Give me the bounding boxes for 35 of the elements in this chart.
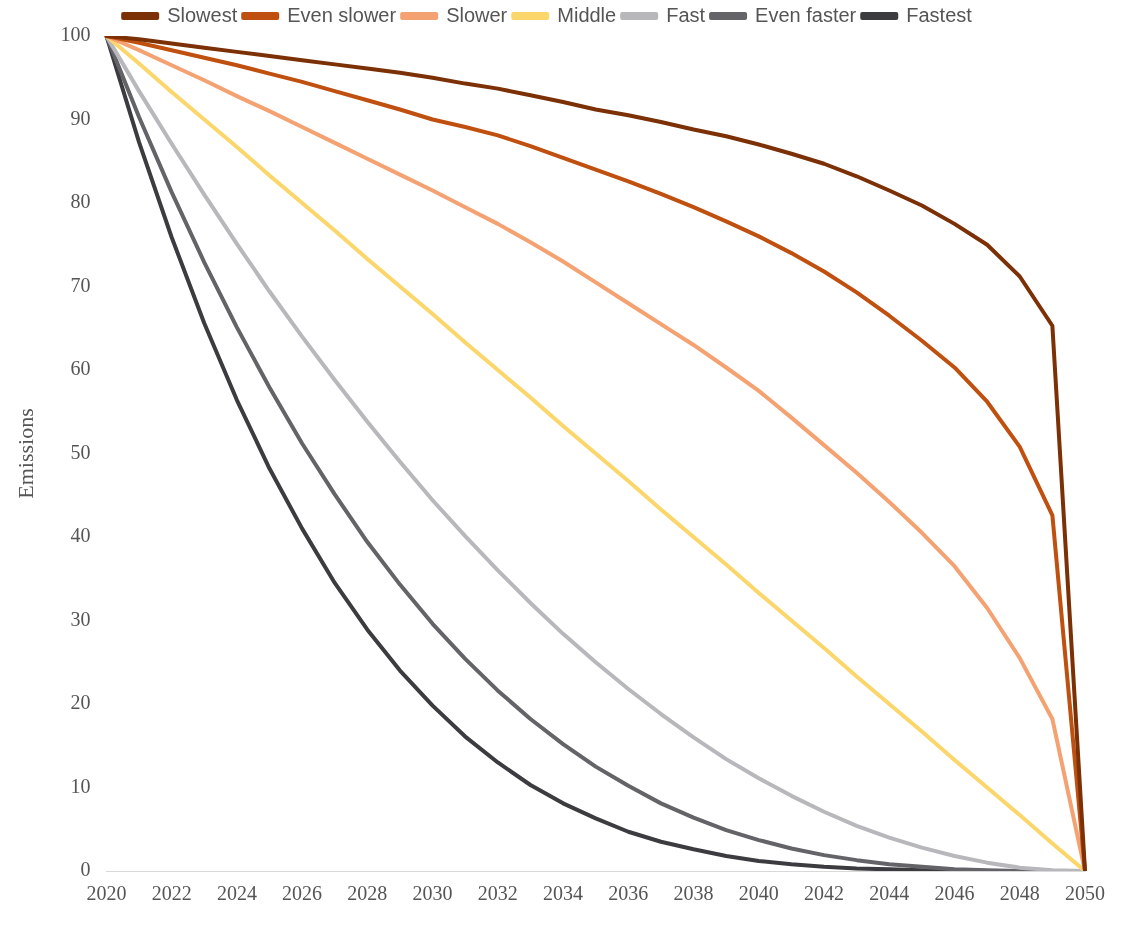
y-tick-label: 40 <box>70 524 91 547</box>
y-axis-title: Emissions <box>12 408 38 499</box>
x-tick-label: 2050 <box>1065 882 1105 905</box>
x-tick-label: 2046 <box>934 882 975 905</box>
y-tick-label: 20 <box>70 691 91 714</box>
x-tick-label: 2038 <box>673 882 714 905</box>
x-tick-label: 2048 <box>999 882 1040 905</box>
legend-label: Middle <box>557 3 617 26</box>
y-tick-label: 30 <box>70 607 91 630</box>
x-tick-label: 2020 <box>86 882 127 905</box>
x-tick-label: 2024 <box>216 882 257 905</box>
y-tick-label: 80 <box>70 190 91 213</box>
legend-label: Even slower <box>287 3 397 26</box>
y-tick-label: 60 <box>70 357 91 380</box>
y-tick-label: 50 <box>70 440 91 463</box>
x-tick-label: 2022 <box>151 882 192 905</box>
x-tick-label: 2032 <box>477 882 518 905</box>
y-tick-label: 70 <box>70 273 91 296</box>
x-tick-label: 2042 <box>804 882 845 905</box>
y-tick-label: 0 <box>80 858 91 881</box>
x-tick-label: 2036 <box>608 882 649 905</box>
legend-label: Even faster <box>755 3 857 26</box>
y-tick-label: 10 <box>70 774 91 797</box>
x-tick-label: 2028 <box>347 882 388 905</box>
legend-label: Fast <box>666 3 706 26</box>
x-tick-label: 2034 <box>543 882 584 905</box>
x-tick-label: 2040 <box>738 882 779 905</box>
legend-label: Slowest <box>167 3 238 26</box>
y-tick-label: 90 <box>70 106 91 129</box>
legend-label: Fastest <box>906 3 973 26</box>
legend-label: Slower <box>446 3 508 26</box>
x-tick-label: 2044 <box>869 882 910 905</box>
x-tick-label: 2026 <box>282 882 323 905</box>
y-tick-label: 100 <box>60 23 91 46</box>
x-tick-label: 2030 <box>412 882 453 905</box>
